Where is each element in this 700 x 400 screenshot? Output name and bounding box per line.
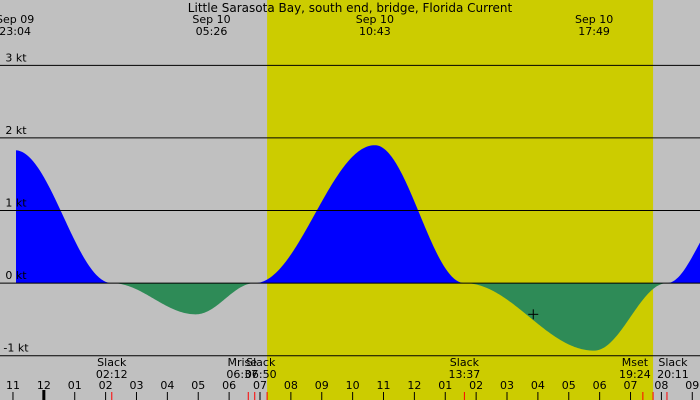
hour-label: 08 xyxy=(654,379,668,392)
hour-label: 02 xyxy=(99,379,113,392)
event-time-0: 02:12 xyxy=(96,368,128,381)
ebb-area-3 xyxy=(467,283,666,351)
event-labels: Slack02:12Mrise06:37Slack06:50Slack13:37… xyxy=(96,356,689,381)
chart-title: Little Sarasota Bay, south end, bridge, … xyxy=(188,1,513,15)
hour-label: 08 xyxy=(284,379,298,392)
event-label-5: Slack xyxy=(658,356,688,369)
event-time-5: 20:11 xyxy=(657,368,689,381)
hour-label: 12 xyxy=(37,379,51,392)
hour-label: 11 xyxy=(377,379,391,392)
hour-label: 10 xyxy=(346,379,360,392)
hour-label: 05 xyxy=(191,379,205,392)
y-tick-label: 0 kt xyxy=(5,269,27,282)
top-date-label: Sep 10 xyxy=(192,13,230,26)
hour-label: 09 xyxy=(315,379,329,392)
hour-label: 02 xyxy=(469,379,483,392)
event-label-4: Mset xyxy=(622,356,649,369)
y-tick-labels: 3 kt 2 kt 1 kt 0 kt -1 kt xyxy=(3,51,29,354)
y-tick-label: 1 kt xyxy=(5,197,27,210)
hour-label: 06 xyxy=(593,379,607,392)
event-time-4: 19:24 xyxy=(619,368,651,381)
flood-area-4 xyxy=(668,242,700,284)
hour-labels: 11 12 01 02 03 04 05 06 07 08 09 10 11 12 01 02 03 04 05 06… xyxy=(6,379,699,392)
hour-label: 11 xyxy=(6,379,20,392)
flood-area-0 xyxy=(16,150,111,284)
y-tick-label: 2 kt xyxy=(5,124,27,137)
event-label-0: Slack xyxy=(97,356,127,369)
event-time-3: 13:37 xyxy=(449,368,481,381)
hour-label: 04 xyxy=(160,379,174,392)
gridlines xyxy=(0,64,700,357)
hour-label: 01 xyxy=(68,379,82,392)
top-time-label: 23:04 xyxy=(0,25,31,38)
hour-label: 03 xyxy=(129,379,143,392)
event-label-1: Mrise xyxy=(227,356,257,369)
hour-label: 05 xyxy=(562,379,576,392)
hour-label: 07 xyxy=(624,379,638,392)
y-tick-label: -1 kt xyxy=(3,342,29,355)
hour-ticks xyxy=(12,390,693,400)
hour-label: 04 xyxy=(531,379,545,392)
top-date-label: Sep 10 xyxy=(575,13,613,26)
top-date-label: Sep 09 xyxy=(0,13,34,26)
flood-area-2 xyxy=(256,145,464,284)
hour-label: 12 xyxy=(407,379,421,392)
y-tick-label: 3 kt xyxy=(5,51,27,64)
hour-label: 07 xyxy=(253,379,267,392)
event-label-2: Slack xyxy=(246,356,276,369)
event-label-3: Slack xyxy=(450,356,480,369)
top-time-label: 05:26 xyxy=(196,25,228,38)
top-time-label: 17:49 xyxy=(578,25,610,38)
top-date-label: Sep 10 xyxy=(356,13,394,26)
event-time-2: 06:50 xyxy=(245,368,277,381)
crosshair-marker xyxy=(528,309,539,320)
event-time-1: 06:37 xyxy=(226,368,258,381)
hour-label: 01 xyxy=(438,379,452,392)
hour-label: 06 xyxy=(222,379,236,392)
hour-label: 03 xyxy=(500,379,514,392)
top-time-label: 10:43 xyxy=(359,25,391,38)
hour-label: 09 xyxy=(685,379,699,392)
current-areas xyxy=(16,145,700,351)
ebb-area-1 xyxy=(114,283,254,315)
